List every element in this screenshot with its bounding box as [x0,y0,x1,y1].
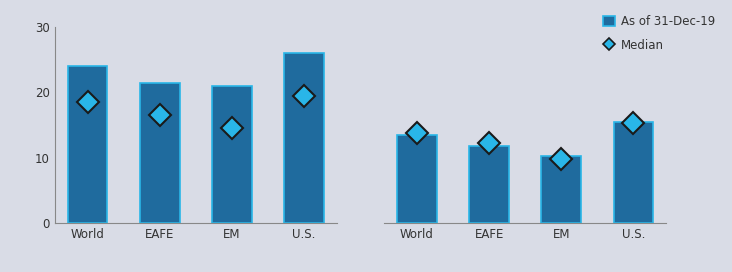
Bar [67,66,108,223]
Bar [140,83,179,223]
Bar [542,156,581,223]
Bar [469,146,509,223]
Bar [397,135,437,223]
Bar [212,86,252,223]
Bar [284,53,324,223]
Legend: As of 31-Dec-19, Median: As of 31-Dec-19, Median [600,11,719,55]
Bar [613,122,653,223]
